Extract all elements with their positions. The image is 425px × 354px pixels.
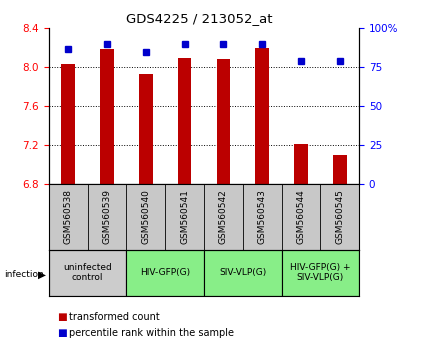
Bar xyxy=(49,250,127,296)
Bar xyxy=(100,49,114,184)
Text: ■: ■ xyxy=(57,328,67,338)
Text: uninfected
control: uninfected control xyxy=(63,263,112,282)
Bar xyxy=(139,74,153,184)
Text: HIV-GFP(G) +
SIV-VLP(G): HIV-GFP(G) + SIV-VLP(G) xyxy=(290,263,351,282)
Text: percentile rank within the sample: percentile rank within the sample xyxy=(69,328,234,338)
Text: GSM560539: GSM560539 xyxy=(102,189,111,244)
Text: GSM560542: GSM560542 xyxy=(219,189,228,244)
Bar xyxy=(127,250,204,296)
Text: GSM560538: GSM560538 xyxy=(64,189,73,244)
Text: transformed count: transformed count xyxy=(69,312,160,322)
Text: GSM560544: GSM560544 xyxy=(297,189,306,244)
Bar xyxy=(281,250,359,296)
Text: SIV-VLP(G): SIV-VLP(G) xyxy=(219,268,266,277)
Bar xyxy=(255,48,269,184)
Text: HIV-GFP(G): HIV-GFP(G) xyxy=(140,268,190,277)
Bar xyxy=(178,58,191,184)
Text: infection: infection xyxy=(4,270,44,279)
Text: GSM560543: GSM560543 xyxy=(258,189,266,244)
Bar xyxy=(62,64,75,184)
Bar xyxy=(217,59,230,184)
Text: ■: ■ xyxy=(57,312,67,322)
Text: GSM560541: GSM560541 xyxy=(180,189,189,244)
Text: ▶: ▶ xyxy=(38,269,46,279)
Text: GSM560540: GSM560540 xyxy=(142,189,150,244)
Text: GDS4225 / 213052_at: GDS4225 / 213052_at xyxy=(127,12,273,25)
Bar xyxy=(294,144,308,184)
Text: GSM560545: GSM560545 xyxy=(335,189,344,244)
Bar xyxy=(333,155,346,184)
Bar xyxy=(204,250,281,296)
